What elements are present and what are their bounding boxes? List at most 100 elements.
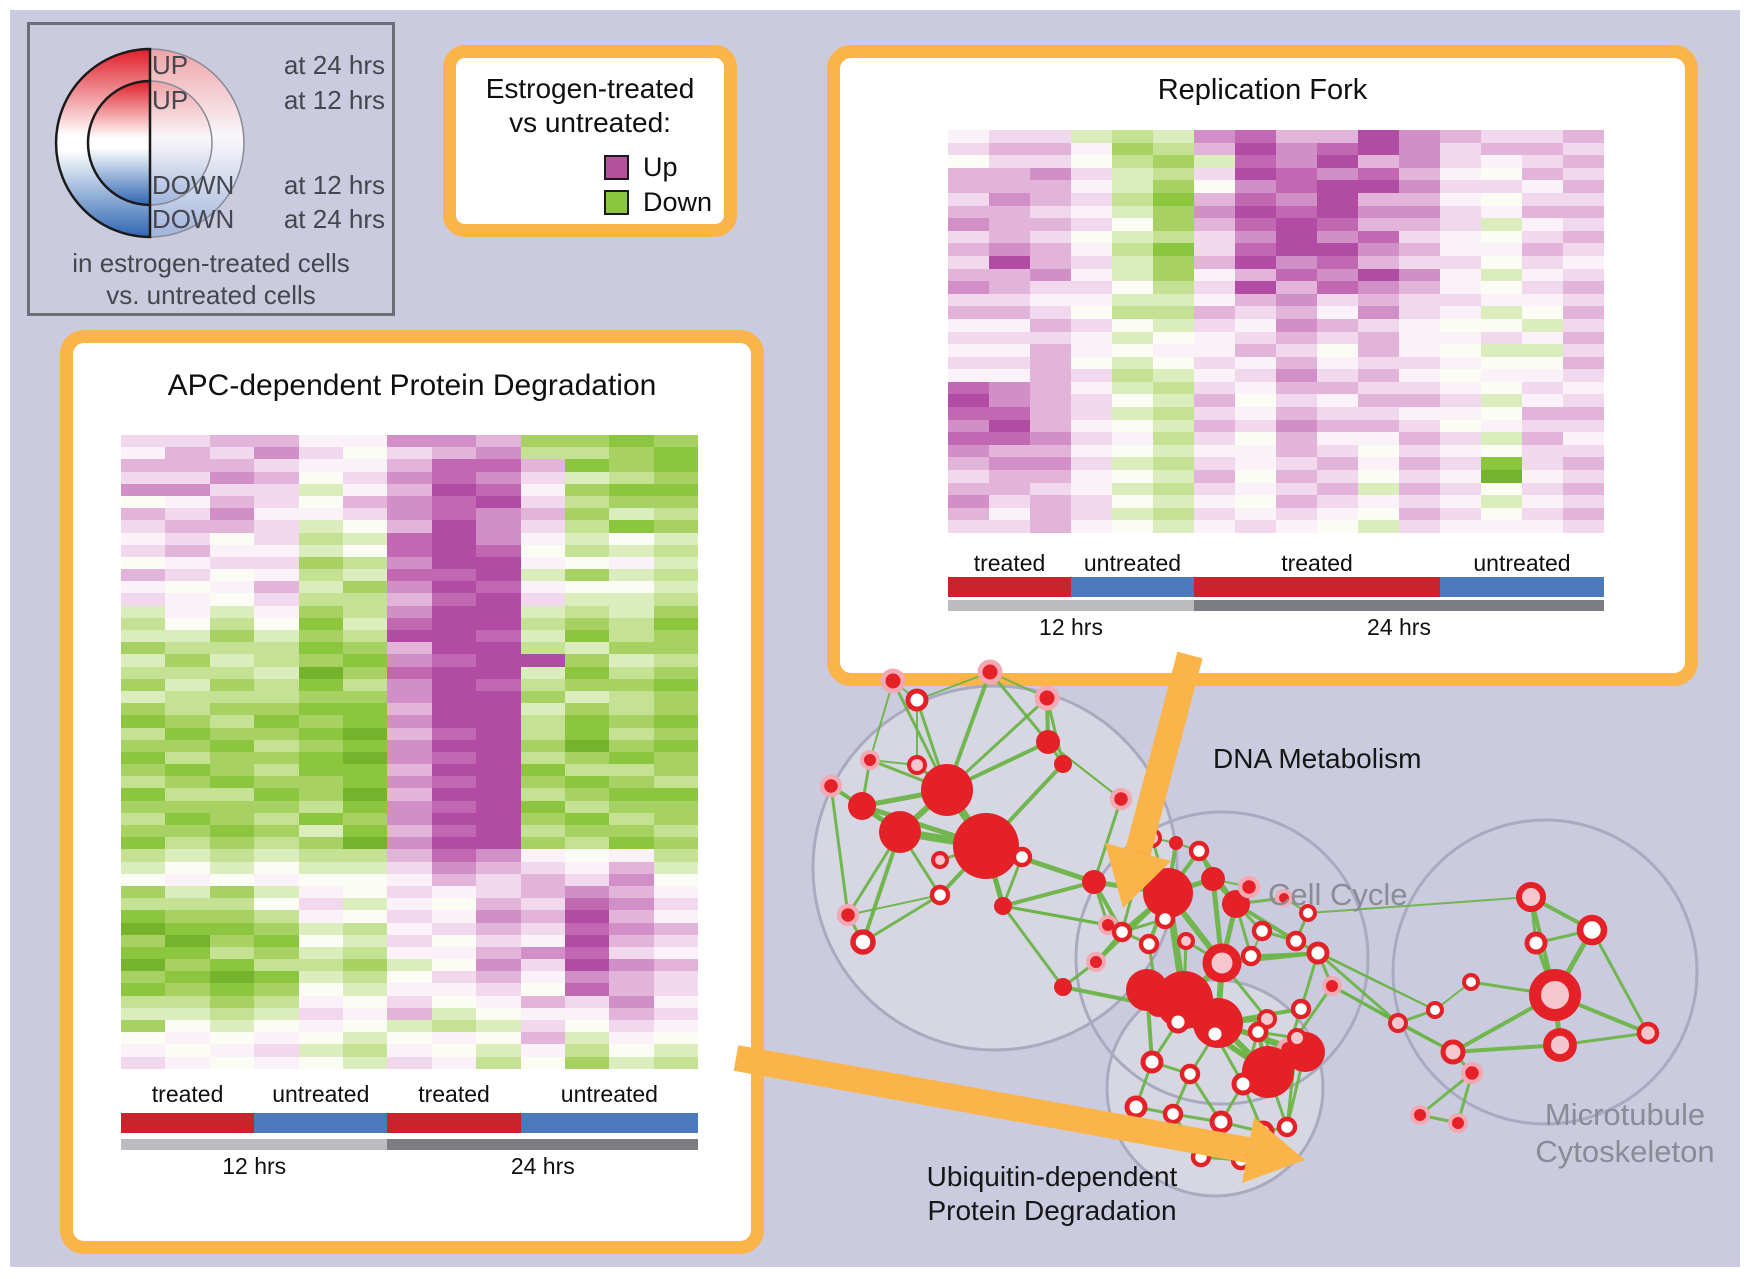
heatmap-cell xyxy=(431,922,477,935)
heatmap-cell xyxy=(1358,180,1399,193)
heatmap-cell xyxy=(989,218,1030,231)
heatmap-cell xyxy=(209,995,255,1008)
heatmap-cell xyxy=(254,642,299,655)
heatmap-cell xyxy=(1153,432,1194,445)
heatmap-cell xyxy=(1153,495,1194,508)
heatmap-cell xyxy=(1153,344,1194,357)
heatmap-cell xyxy=(653,520,699,533)
heatmap-cell xyxy=(254,995,299,1008)
heatmap-cell xyxy=(1030,507,1071,521)
heatmap-cell xyxy=(121,995,166,1008)
time-label: at 24 hrs xyxy=(283,204,385,234)
group-label-untreated: untreated xyxy=(1473,550,1571,576)
heatmap-cell xyxy=(121,983,166,996)
heatmap-cell xyxy=(564,532,610,545)
heatmap-cell xyxy=(121,569,166,582)
heatmap-cell xyxy=(1153,470,1194,483)
heatmap-cell xyxy=(1399,381,1440,395)
heatmap-cell xyxy=(1317,331,1358,345)
heatmap-cell xyxy=(564,983,610,996)
heatmap-cell xyxy=(653,581,699,594)
heatmap-cell xyxy=(1358,495,1399,508)
heatmap-cell xyxy=(1440,281,1481,294)
heatmap-cell xyxy=(165,837,210,850)
heatmap-cell xyxy=(254,873,299,886)
heatmap-cell xyxy=(342,885,388,899)
legend-item-down: Down xyxy=(604,187,712,218)
heatmap-cell xyxy=(653,593,699,606)
heatmap-cell xyxy=(342,922,388,935)
heatmap-cell xyxy=(254,739,299,752)
heatmap-cell xyxy=(342,934,388,947)
heatmap-cell xyxy=(209,934,255,947)
heatmap-cell xyxy=(520,642,565,655)
heatmap-cell xyxy=(298,447,343,460)
heatmap-cell xyxy=(298,1020,343,1033)
heatmap-cell xyxy=(1399,218,1440,231)
heatmap-cell xyxy=(431,764,477,777)
heatmap-cell xyxy=(653,885,699,899)
heatmap-cell xyxy=(431,885,477,899)
heatmap-cell xyxy=(948,205,989,219)
heatmap-cell xyxy=(564,642,610,655)
treated-bar xyxy=(948,577,1071,597)
heatmap-cell xyxy=(121,837,166,850)
heatmap-cell xyxy=(1276,243,1317,256)
heatmap-cell xyxy=(1112,192,1153,206)
heatmap-cell xyxy=(1194,293,1235,307)
heatmap-cell xyxy=(1481,281,1522,294)
heatmap-cell xyxy=(476,959,521,972)
heatmap-cell xyxy=(121,764,166,777)
heatmap-cell xyxy=(121,483,166,496)
heatmap-cell xyxy=(1071,394,1112,408)
heatmap-cell xyxy=(342,654,388,667)
heatmap-cell xyxy=(609,666,654,679)
heatmap-cell xyxy=(1399,281,1440,294)
heatmap-cell xyxy=(298,995,343,1008)
heatmap-cell xyxy=(1481,520,1522,533)
heatmap-cell xyxy=(1358,432,1399,445)
heatmap-cell xyxy=(431,983,477,996)
heatmap-cell xyxy=(165,605,210,618)
heatmap-cell xyxy=(1276,155,1317,168)
heatmap-cell xyxy=(1276,306,1317,319)
heatmap-cell xyxy=(121,459,166,472)
heatmap-cell xyxy=(121,959,166,972)
heatmap-cell xyxy=(387,544,432,557)
heatmap-cell xyxy=(1030,306,1071,319)
heatmap-cell xyxy=(1112,407,1153,420)
heatmap-cell xyxy=(165,910,210,923)
heatmap-cell xyxy=(1440,520,1481,533)
heatmap-cell xyxy=(298,885,343,899)
updown-caption-line2: vs. untreated cells xyxy=(106,280,316,310)
heatmap-cell xyxy=(1317,268,1358,282)
heatmap-cell xyxy=(1235,243,1276,256)
apc-heatmap-panel: APC-dependent Protein Degradation treate… xyxy=(60,330,764,1254)
heatmap-cell xyxy=(609,593,654,606)
heatmap-cell xyxy=(1030,457,1071,471)
heatmap-cell xyxy=(609,642,654,655)
heatmap-cell xyxy=(431,861,477,874)
heatmap-cell xyxy=(387,812,432,825)
heatmap-cell xyxy=(254,910,299,923)
heatmap-cell xyxy=(342,727,388,740)
heatmap-cell xyxy=(1194,520,1235,533)
heatmap-cell xyxy=(1235,507,1276,521)
heatmap-cell xyxy=(1071,167,1112,181)
heatmap-cell xyxy=(1563,268,1604,282)
heatmap-cell xyxy=(609,922,654,935)
heatmap-cell xyxy=(387,605,432,618)
heatmap-cell xyxy=(165,861,210,874)
heatmap-cell xyxy=(342,873,388,886)
heatmap-cell xyxy=(948,495,989,508)
heatmap-cell xyxy=(1481,394,1522,408)
heatmap-cell xyxy=(520,703,565,716)
heatmap-cell xyxy=(1563,255,1604,269)
heatmap-cell xyxy=(209,776,255,789)
heatmap-cell xyxy=(1440,180,1481,193)
heatmap-cell xyxy=(1481,205,1522,219)
heatmap-cell xyxy=(1112,180,1153,193)
heatmap-cell xyxy=(520,630,565,643)
heatmap-cell xyxy=(1481,180,1522,193)
heatmap-cell xyxy=(298,471,343,484)
